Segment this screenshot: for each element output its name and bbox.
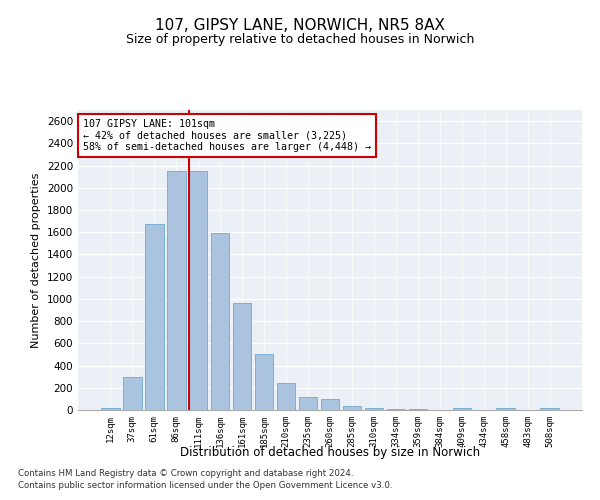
Bar: [320, 399, 340, 410]
Bar: [541, 408, 559, 410]
Text: 107, GIPSY LANE, NORWICH, NR5 8AX: 107, GIPSY LANE, NORWICH, NR5 8AX: [155, 18, 445, 32]
Bar: [211, 234, 229, 410]
Bar: [496, 408, 515, 410]
Bar: [255, 354, 274, 410]
Bar: [189, 171, 208, 410]
Bar: [123, 377, 142, 410]
Bar: [365, 408, 383, 410]
Bar: [145, 224, 164, 410]
Text: Size of property relative to detached houses in Norwich: Size of property relative to detached ho…: [126, 32, 474, 46]
Text: Contains HM Land Registry data © Crown copyright and database right 2024.: Contains HM Land Registry data © Crown c…: [18, 468, 353, 477]
Bar: [101, 408, 119, 410]
Text: Distribution of detached houses by size in Norwich: Distribution of detached houses by size …: [180, 446, 480, 459]
Text: Contains public sector information licensed under the Open Government Licence v3: Contains public sector information licen…: [18, 481, 392, 490]
Bar: [343, 406, 361, 410]
Text: 107 GIPSY LANE: 101sqm
← 42% of detached houses are smaller (3,225)
58% of semi-: 107 GIPSY LANE: 101sqm ← 42% of detached…: [83, 119, 371, 152]
Bar: [277, 383, 295, 410]
Bar: [299, 396, 317, 410]
Bar: [233, 304, 251, 410]
Bar: [452, 408, 471, 410]
Bar: [386, 409, 405, 410]
Y-axis label: Number of detached properties: Number of detached properties: [31, 172, 41, 348]
Bar: [167, 171, 185, 410]
